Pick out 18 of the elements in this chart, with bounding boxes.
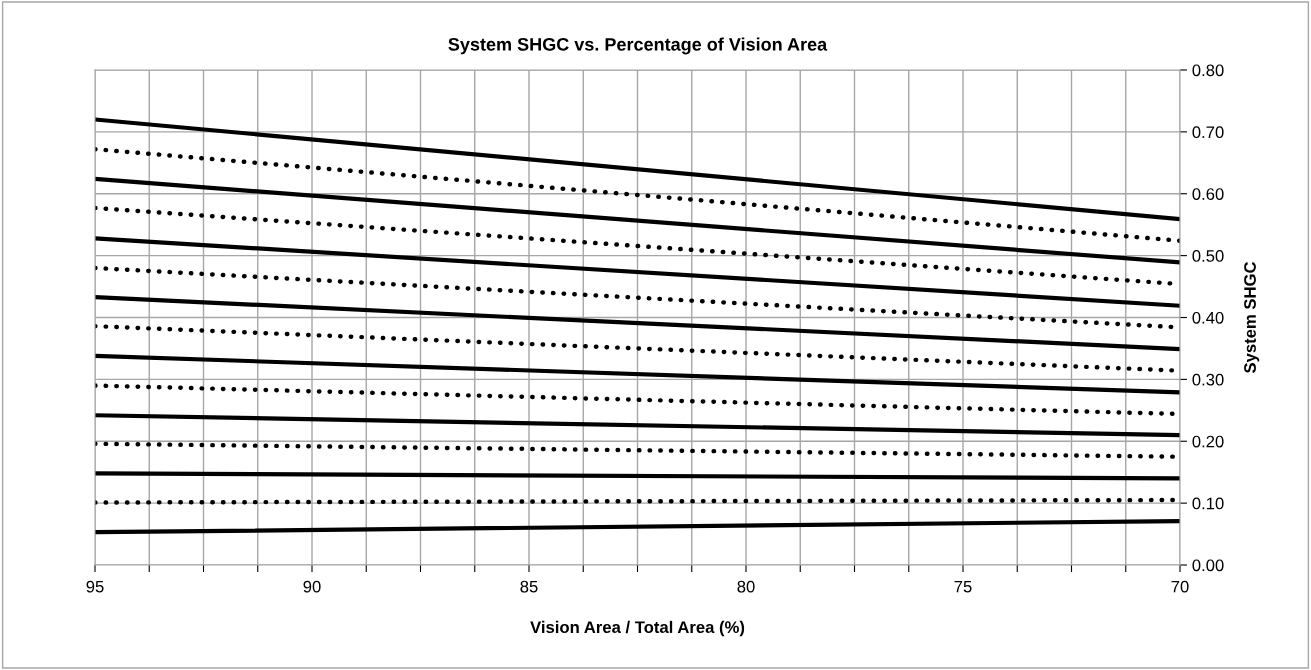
x-axis-title: Vision Area / Total Area (%) [530,620,745,637]
y-tick-label: 0.20 [1192,435,1224,448]
x-tick-label: 80 [737,580,755,593]
x-tick-label: 95 [86,580,104,593]
y-tick-label: 0.40 [1192,311,1224,324]
y-axis-title: System SHGC [1244,261,1260,374]
y-tick-label: 0.30 [1192,373,1224,386]
y-tick-label: 0.60 [1192,188,1224,200]
y-tick-label: 0.10 [1192,497,1224,510]
x-tick-label: 75 [954,580,972,593]
chart-title: System SHGC vs. Percentage of Vision Area [448,37,828,55]
y-tick-label: 0.80 [1192,64,1224,77]
y-tick-label: 0.00 [1192,559,1224,572]
y-tick-label: 0.50 [1192,250,1224,262]
y-tick-label: 0.70 [1192,126,1224,139]
x-tick-label: 85 [520,580,538,593]
x-tick-label: 70 [1171,580,1189,593]
x-tick-label: 90 [303,580,321,593]
